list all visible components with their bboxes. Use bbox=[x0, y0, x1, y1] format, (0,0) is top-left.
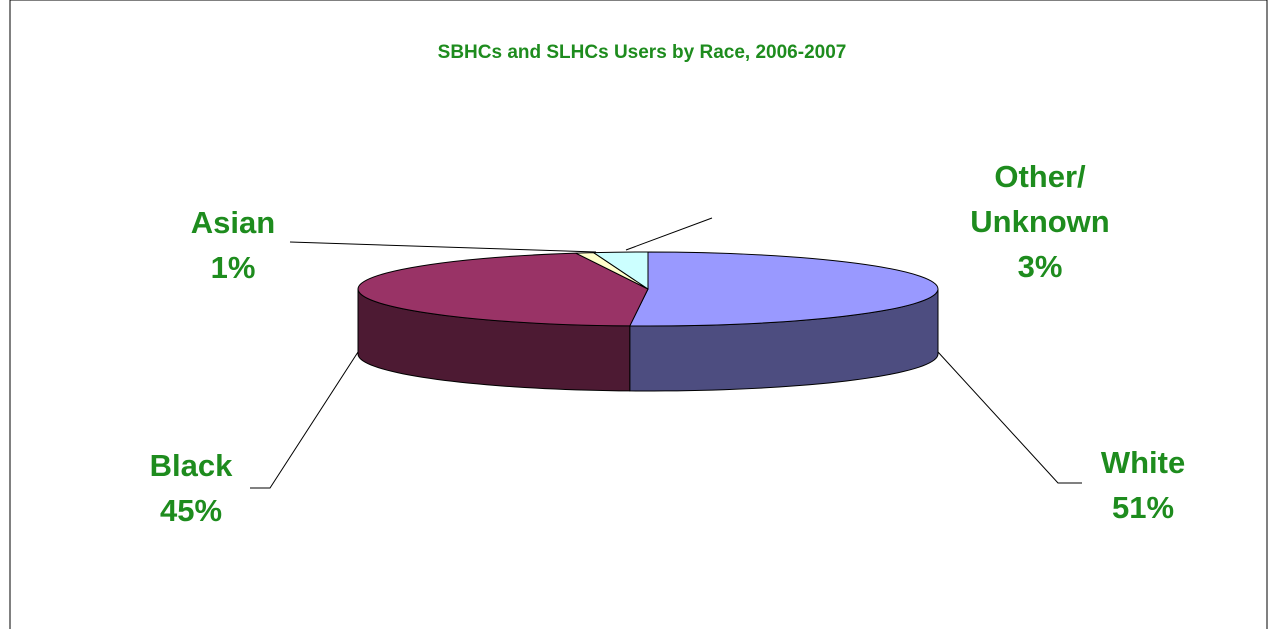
value-label: 51% bbox=[1111, 490, 1175, 525]
category-label: Asian bbox=[190, 205, 276, 240]
value-label: 1% bbox=[210, 250, 256, 285]
slice-top bbox=[592, 251, 649, 290]
slice-label: Black 45% bbox=[96, 443, 286, 533]
leader-line bbox=[250, 351, 359, 489]
slice-label: Asian 1% bbox=[138, 200, 328, 290]
slice-top bbox=[628, 251, 939, 327]
slice-label: White 51% bbox=[1048, 440, 1238, 530]
category-label: Black bbox=[149, 448, 233, 483]
category-label: Other/ Unknown bbox=[970, 159, 1110, 239]
slice-top bbox=[357, 252, 649, 327]
leader-line bbox=[937, 351, 1082, 484]
leader-line bbox=[289, 241, 597, 253]
chart-border bbox=[9, 0, 1268, 629]
value-label: 45% bbox=[159, 493, 223, 528]
category-label: White bbox=[1100, 445, 1186, 480]
slice-label: Other/ Unknown 3% bbox=[965, 154, 1115, 289]
value-label: 3% bbox=[1017, 249, 1063, 284]
chart-title: SBHCs and SLHCs Users by Race, 2006-2007 bbox=[438, 42, 847, 63]
leader-line bbox=[625, 217, 713, 251]
